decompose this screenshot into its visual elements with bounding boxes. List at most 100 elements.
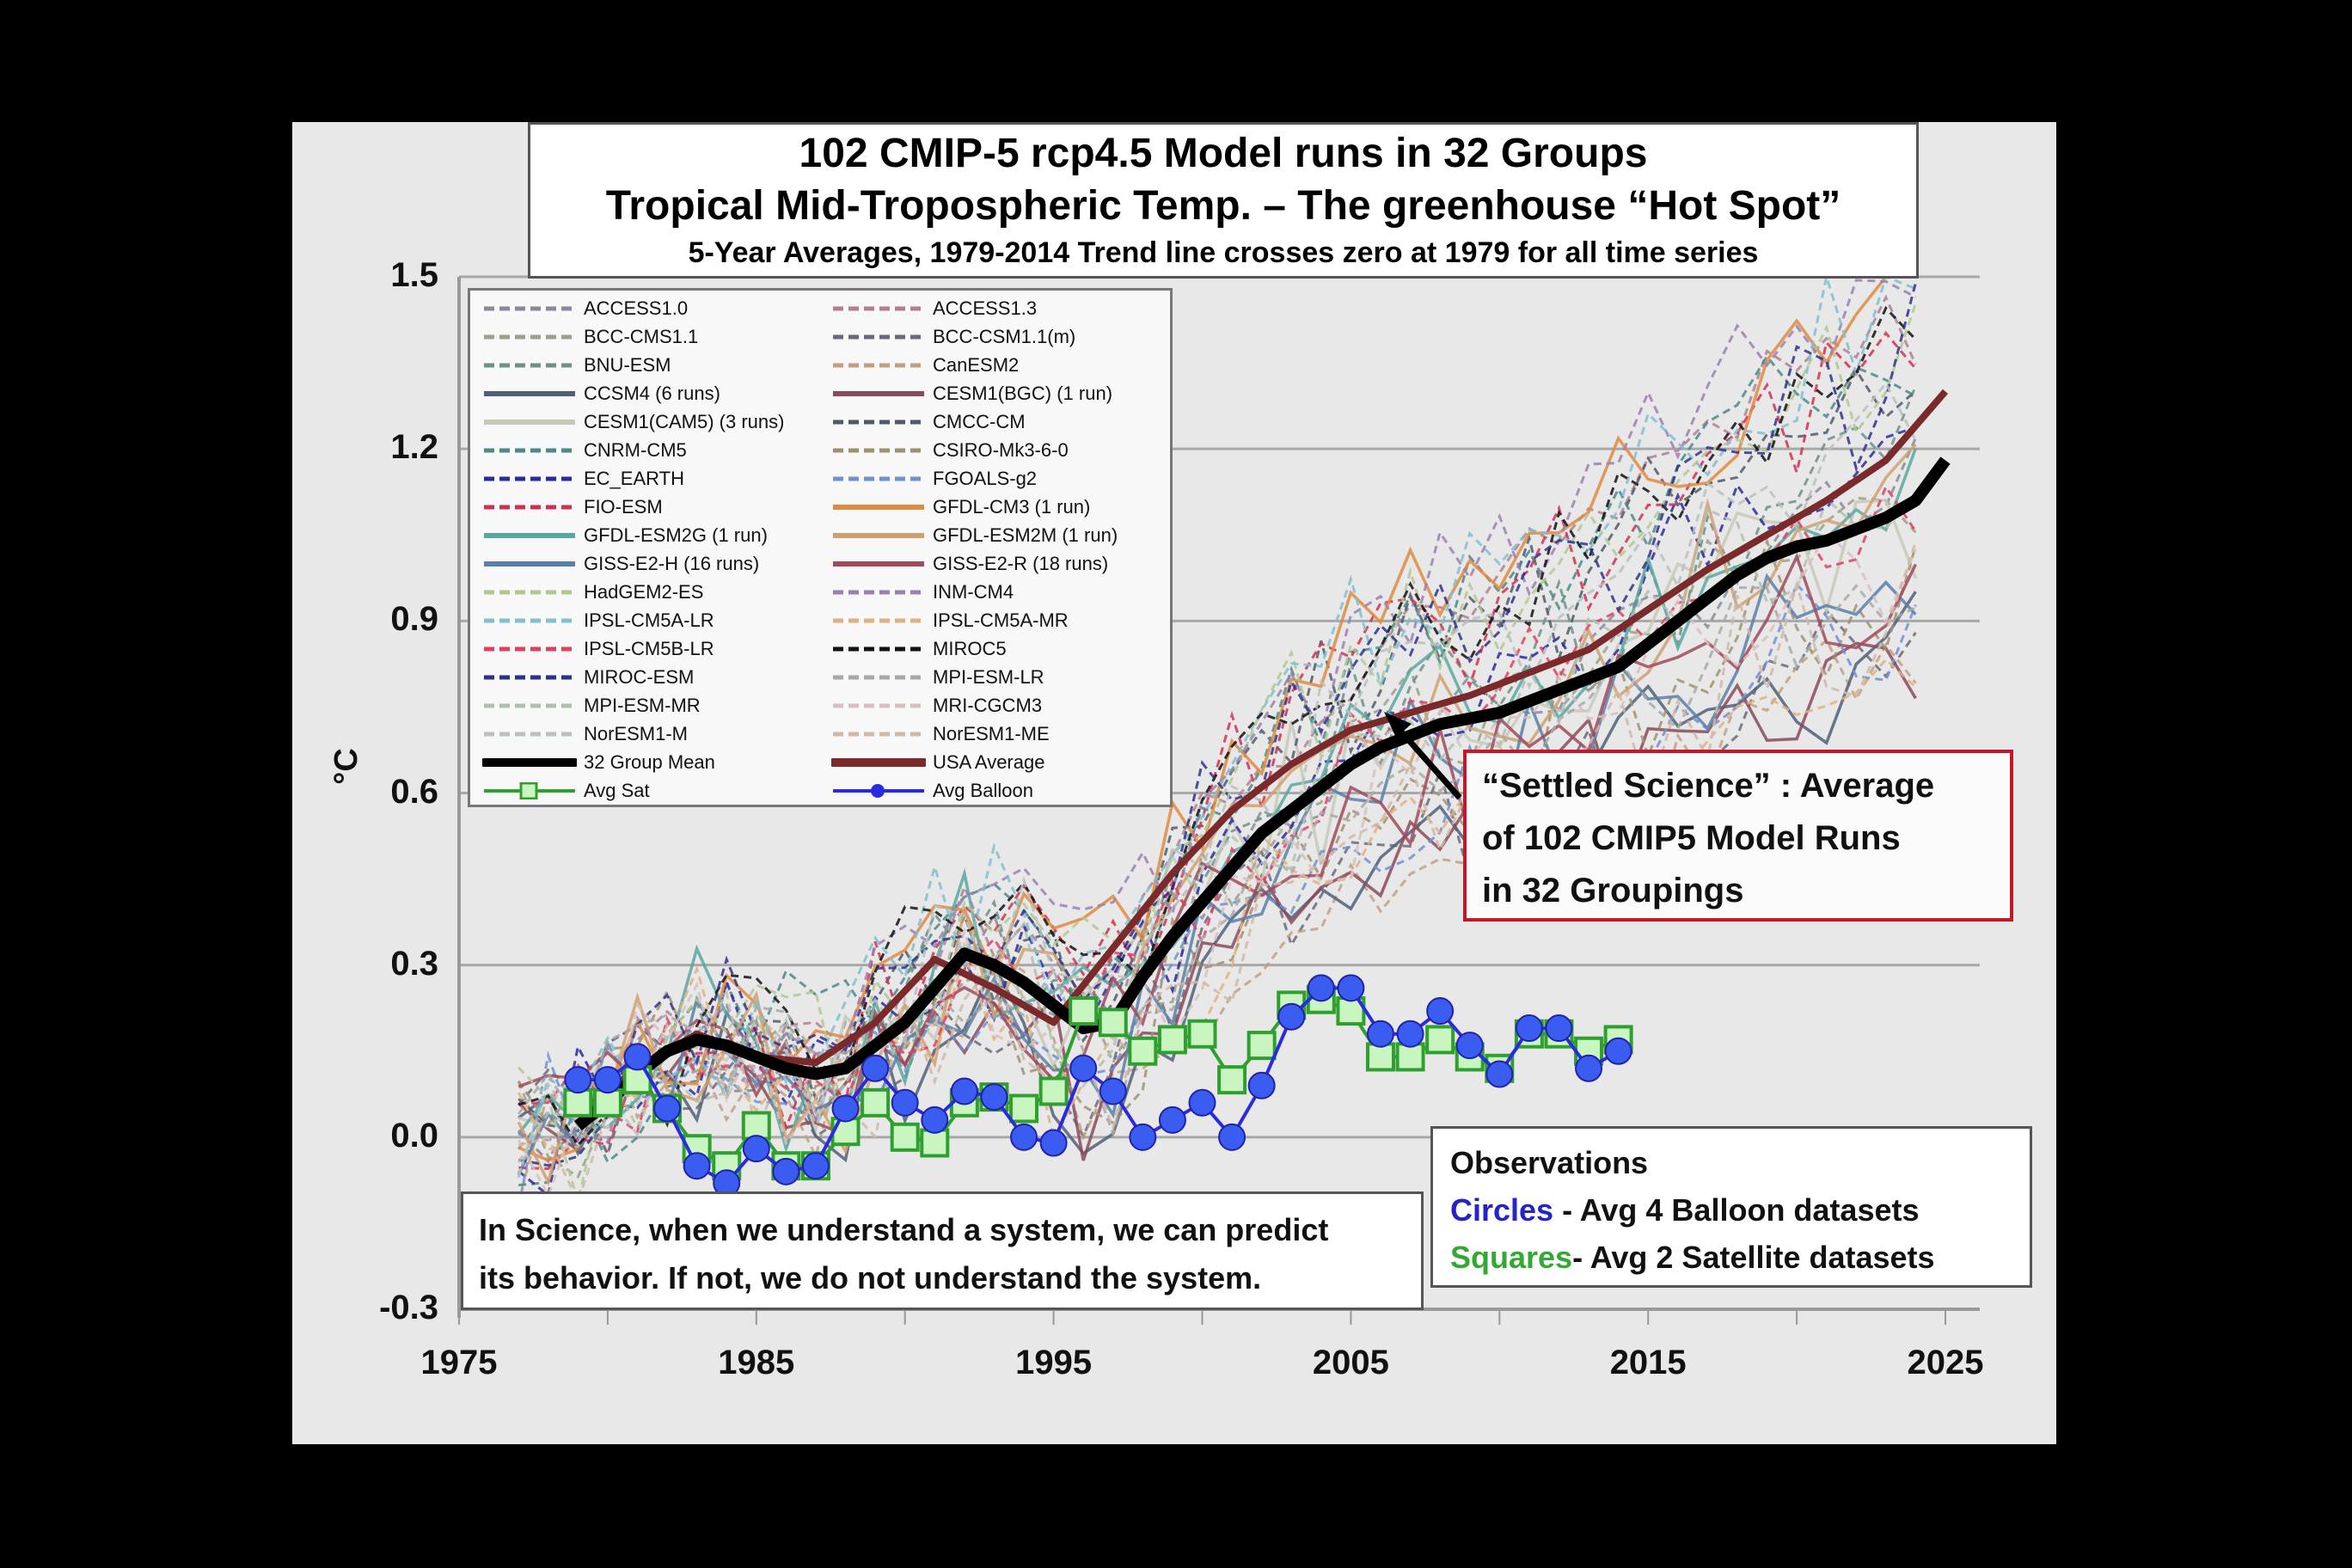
balloon-point [1039,1129,1068,1157]
legend-swatch [484,390,575,396]
balloon-point [1545,1014,1573,1043]
legend-item: ACCESS1.0 [482,294,688,322]
legend-label: MIROC5 [933,637,1007,659]
legend-swatch [833,363,924,367]
legend-item: CCSM4 (6 runs) [482,379,720,407]
squares-label: Squares [1450,1240,1573,1275]
annotation-line: “Settled Science” : Average [1482,767,1935,805]
legend-swatch [484,732,575,736]
legend-swatch [833,590,924,594]
sat-point [1365,1042,1395,1072]
legend-swatch [484,646,575,651]
legend-label: CanESM2 [933,353,1020,376]
sat-point [1009,1093,1039,1124]
legend-swatch [484,703,575,707]
annotation-line: in 32 Groupings [1482,872,1744,910]
x-tick-label: 1975 [420,1344,498,1381]
sat-point [563,1087,593,1118]
legend-swatch [833,703,924,707]
legend-swatch [484,505,575,509]
observations-box: Observations Circles - Avg 4 Balloon dat… [1430,1126,2032,1288]
sat-point [1038,1076,1069,1106]
legend-swatch [484,476,575,481]
legend-item: FIO-ESM [482,493,663,521]
observations-circles-line: Circles - Avg 4 Balloon datasets [1450,1186,2012,1234]
legend-label: MRI-CGCM3 [933,694,1043,716]
legend-item: Avg Sat [482,776,650,805]
sat-point [1069,996,1099,1026]
legend-swatch [833,504,924,510]
science-quote-line: its behavior. If not, we do not understa… [479,1260,1262,1295]
balloon-point [1515,1014,1543,1043]
legend-item: Avg Balloon [831,776,1033,805]
legend-item: CESM1(CAM5) (3 runs) [482,407,784,436]
sat-point [741,1111,771,1141]
sat-point [1157,1025,1187,1055]
legend-swatch [833,675,924,679]
model-line [518,426,1916,1198]
legend-label: IPSL-CM5A-MR [933,609,1069,631]
legend-item: IPSL-CM5B-LR [482,634,714,663]
legend-label: CESM1(CAM5) (3 runs) [584,410,785,432]
legend-swatch [484,419,575,425]
balloon-point [653,1094,682,1123]
legend-swatch [833,390,924,396]
legend-swatch [484,448,575,452]
legend-swatch [833,306,924,310]
legend-item: 32 Group Mean [482,748,715,776]
sat-point [920,1128,950,1158]
legend-swatch [484,306,575,310]
legend-label: 32 Group Mean [584,750,715,773]
model-line [517,530,1917,1199]
legend-item: IPSL-CM5A-LR [482,606,714,634]
legend-marker [519,781,538,799]
sat-point [1187,1019,1217,1049]
chart-subtitle: Tropical Mid-Tropospheric Temp. – The gr… [605,183,1841,229]
legend-swatch [484,532,575,538]
usa-average-line [575,389,1949,1118]
group-mean-line [574,456,1951,1131]
legend-label: MPI-ESM-MR [584,694,701,716]
y-tick-label: -0.3 [379,1289,438,1326]
model-line [518,305,1917,1148]
balloon-point [1158,1106,1186,1134]
balloon-point [950,1077,978,1106]
legend-label: CESM1(BGC) (1 run) [933,382,1113,404]
y-tick-label: 1.2 [390,428,438,467]
legend-item: NorESM1-M [482,720,688,748]
model-line [518,542,1917,1206]
balloon-point [891,1088,919,1117]
balloon-point [593,1066,622,1094]
legend-item: INM-CM4 [831,578,1014,606]
balloon-point [1218,1123,1246,1151]
legend-label: FGOALS-g2 [933,467,1038,489]
legend-swatch [833,532,924,538]
legend-item: GFDL-ESM2M (1 run) [831,521,1118,549]
line-chart [457,275,1980,1325]
legend-label: GFDL-CM3 (1 run) [933,495,1091,518]
legend-swatch [484,334,575,339]
balloon-point [1426,997,1455,1026]
legend-label: BNU-ESM [584,353,671,376]
legend-item: MIROC-ESM [482,663,694,691]
legend-item: CSIRO-Mk3-6-0 [831,436,1069,464]
legend-item: MIROC5 [831,634,1007,663]
science-quote-box: In Science, when we understand a system,… [461,1191,1424,1310]
legend-item: FGOALS-g2 [831,464,1037,493]
sat-point [1217,1065,1247,1095]
model-line [517,573,1917,1176]
legend-item: GISS-E2-H (16 runs) [482,549,759,578]
legend-label: NorESM1-M [584,722,689,744]
legend-label: GFDL-ESM2M (1 run) [933,524,1118,546]
legend-item: CMCC-CM [831,407,1026,436]
legend-swatch [484,781,575,799]
legend-item: MPI-ESM-MR [482,691,701,720]
legend-swatch [833,448,924,452]
balloon-point [564,1066,592,1094]
sat-point [1098,1008,1128,1038]
settled-science-annotation: “Settled Science” : Average of 102 CMIP5… [1463,750,2013,922]
balloon-point [1010,1123,1038,1151]
legend-label: MIROC-ESM [584,665,695,688]
legend-label: GISS-E2-R (18 runs) [933,552,1109,574]
legend-swatch [833,334,924,339]
